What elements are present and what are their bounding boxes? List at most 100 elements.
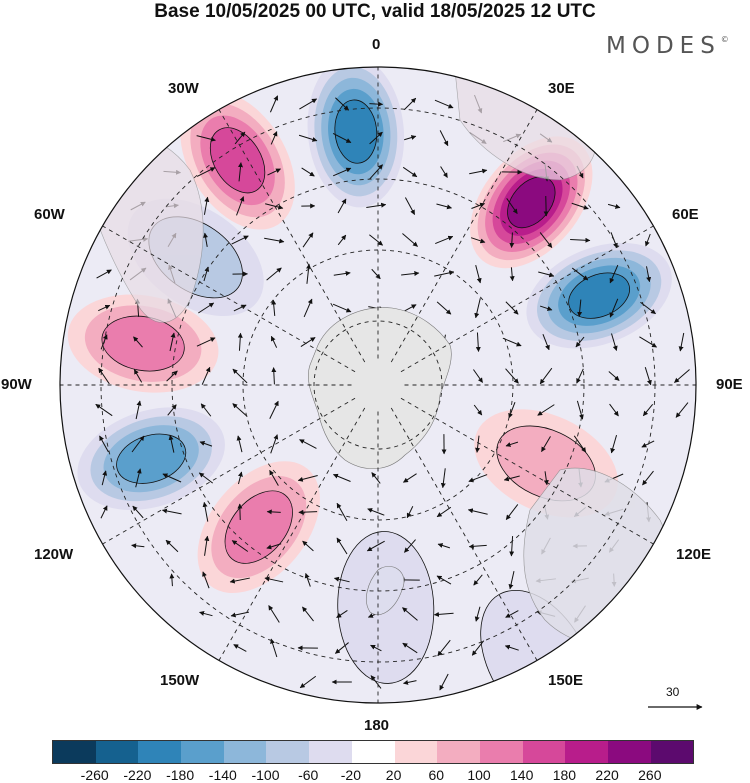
lon-label-30w: 30W	[168, 80, 199, 97]
wind-vector-arrow	[133, 336, 143, 348]
wind-vector-arrow	[437, 639, 451, 657]
lon-label-90w: 90W	[1, 376, 32, 393]
colorbar-cell	[565, 741, 608, 763]
wind-vector-arrow	[301, 167, 315, 177]
wind-vector-arrow	[265, 203, 284, 210]
wind-vector-arrow	[369, 234, 384, 246]
wind-vector-arrow	[332, 473, 351, 482]
wind-vector-arrow	[203, 196, 210, 215]
reference-vector-value: 30	[666, 685, 680, 699]
wind-vector-arrow	[505, 610, 519, 618]
wind-vector-arrow	[505, 441, 519, 447]
wind-vector-arrow	[299, 98, 318, 110]
wind-vector-arrow	[406, 506, 414, 519]
wind-vector-arrow	[571, 202, 589, 210]
wind-vector-arrow	[266, 543, 282, 550]
wind-vector-arrow	[169, 573, 175, 587]
wind-vector-arrow	[333, 270, 351, 276]
colorbar-tick-label: -140	[208, 767, 237, 783]
meridian-line	[400, 225, 654, 373]
wind-vector-arrow	[505, 504, 519, 520]
colorbar-cell	[309, 741, 352, 763]
wind-vector-arrow	[675, 402, 689, 418]
colorbar-cell	[437, 741, 480, 763]
wind-vector-arrow	[298, 134, 318, 142]
wind-vector-arrow	[135, 468, 142, 488]
meridian-line	[390, 109, 538, 363]
wind-vector-arrow	[203, 232, 209, 247]
wind-vector-arrow	[674, 369, 690, 383]
colorbar-cell	[607, 741, 651, 763]
wind-vector-arrow	[468, 474, 488, 483]
wind-vector-arrow	[196, 135, 216, 142]
wind-vector-arrow	[639, 336, 657, 348]
wind-vector-arrow	[371, 472, 381, 484]
wind-vector-arrow	[404, 539, 416, 553]
wind-vector-arrow	[169, 332, 176, 352]
wind-vector-arrow	[571, 267, 589, 281]
wind-vector-arrow	[403, 680, 417, 685]
wind-vector-arrow	[199, 611, 213, 617]
wind-vector-arrow	[575, 336, 585, 348]
wind-vector-arrow	[474, 606, 481, 622]
wind-vector-arrow	[509, 536, 515, 557]
graticule	[60, 67, 696, 703]
wind-vector-arrow	[434, 270, 455, 277]
wind-vector-arrow	[470, 237, 486, 244]
wind-vector-arrow	[196, 167, 216, 177]
wind-vector-arrow	[403, 304, 417, 312]
wind-vector-arrow	[270, 131, 278, 145]
wind-vector-arrow	[131, 543, 145, 549]
wind-vector-arrow	[433, 611, 454, 617]
colorbar-tick-label: -100	[251, 767, 280, 783]
wind-vector-arrow	[270, 638, 278, 658]
colorbar-cell	[522, 741, 566, 763]
meridian-line	[102, 225, 356, 373]
wind-vector-arrow	[609, 403, 619, 417]
wind-vector-arrow	[100, 505, 108, 519]
meridian-line	[102, 397, 356, 545]
wind-vector-arrow	[506, 198, 518, 215]
wind-vector-arrow	[336, 537, 348, 555]
wind-vector-arrow	[609, 264, 619, 284]
wind-vector-arrow	[610, 434, 618, 454]
wind-vector-arrow	[611, 333, 618, 351]
brand-logo: MODES©	[606, 33, 729, 59]
colorbar-cell	[95, 741, 139, 763]
wind-vector-arrow	[475, 265, 482, 284]
wind-vector-arrow	[469, 168, 488, 175]
colorbar-tick-label: -60	[298, 767, 319, 783]
wind-vector-arrow	[231, 540, 249, 552]
wind-vector-arrow	[539, 367, 553, 385]
wind-vector-arrow	[133, 369, 143, 383]
positive-anomaly-contour	[209, 127, 266, 194]
wind-vector-arrow	[473, 574, 483, 586]
wind-vector-arrow	[236, 196, 245, 216]
wind-vector-arrow	[570, 237, 591, 243]
lon-label-60e: 60E	[672, 206, 699, 223]
colorbar-tick-label: -220	[123, 767, 152, 783]
wind-vector-arrow	[200, 403, 212, 417]
wind-vector-arrow	[232, 403, 248, 417]
colorbar-tick-label: 260	[638, 767, 662, 783]
wind-vector-arrow	[98, 367, 110, 385]
wind-vector-arrow	[403, 97, 417, 111]
wind-vector-arrow	[232, 368, 248, 384]
wind-vector-arrow	[131, 435, 145, 453]
wind-vector-arrow	[437, 543, 451, 549]
wind-vector-arrow	[468, 543, 487, 549]
wind-vector-arrow	[473, 369, 483, 383]
wind-vector-arrow	[196, 337, 216, 347]
wind-vector-arrow	[403, 473, 417, 483]
wind-vector-arrow	[436, 203, 453, 210]
colorbar-cell	[223, 741, 267, 763]
copyright-icon: ©	[720, 35, 729, 44]
wind-vector-arrow	[474, 298, 481, 319]
wind-vector-arrow	[304, 572, 311, 587]
colorbar-cell	[394, 741, 438, 763]
colorbar-cell	[266, 741, 310, 763]
wind-vector-arrow	[336, 610, 348, 618]
lon-label-0: 0	[372, 36, 381, 53]
wind-vector-arrow	[266, 509, 281, 515]
wind-vector-arrow	[234, 131, 246, 145]
